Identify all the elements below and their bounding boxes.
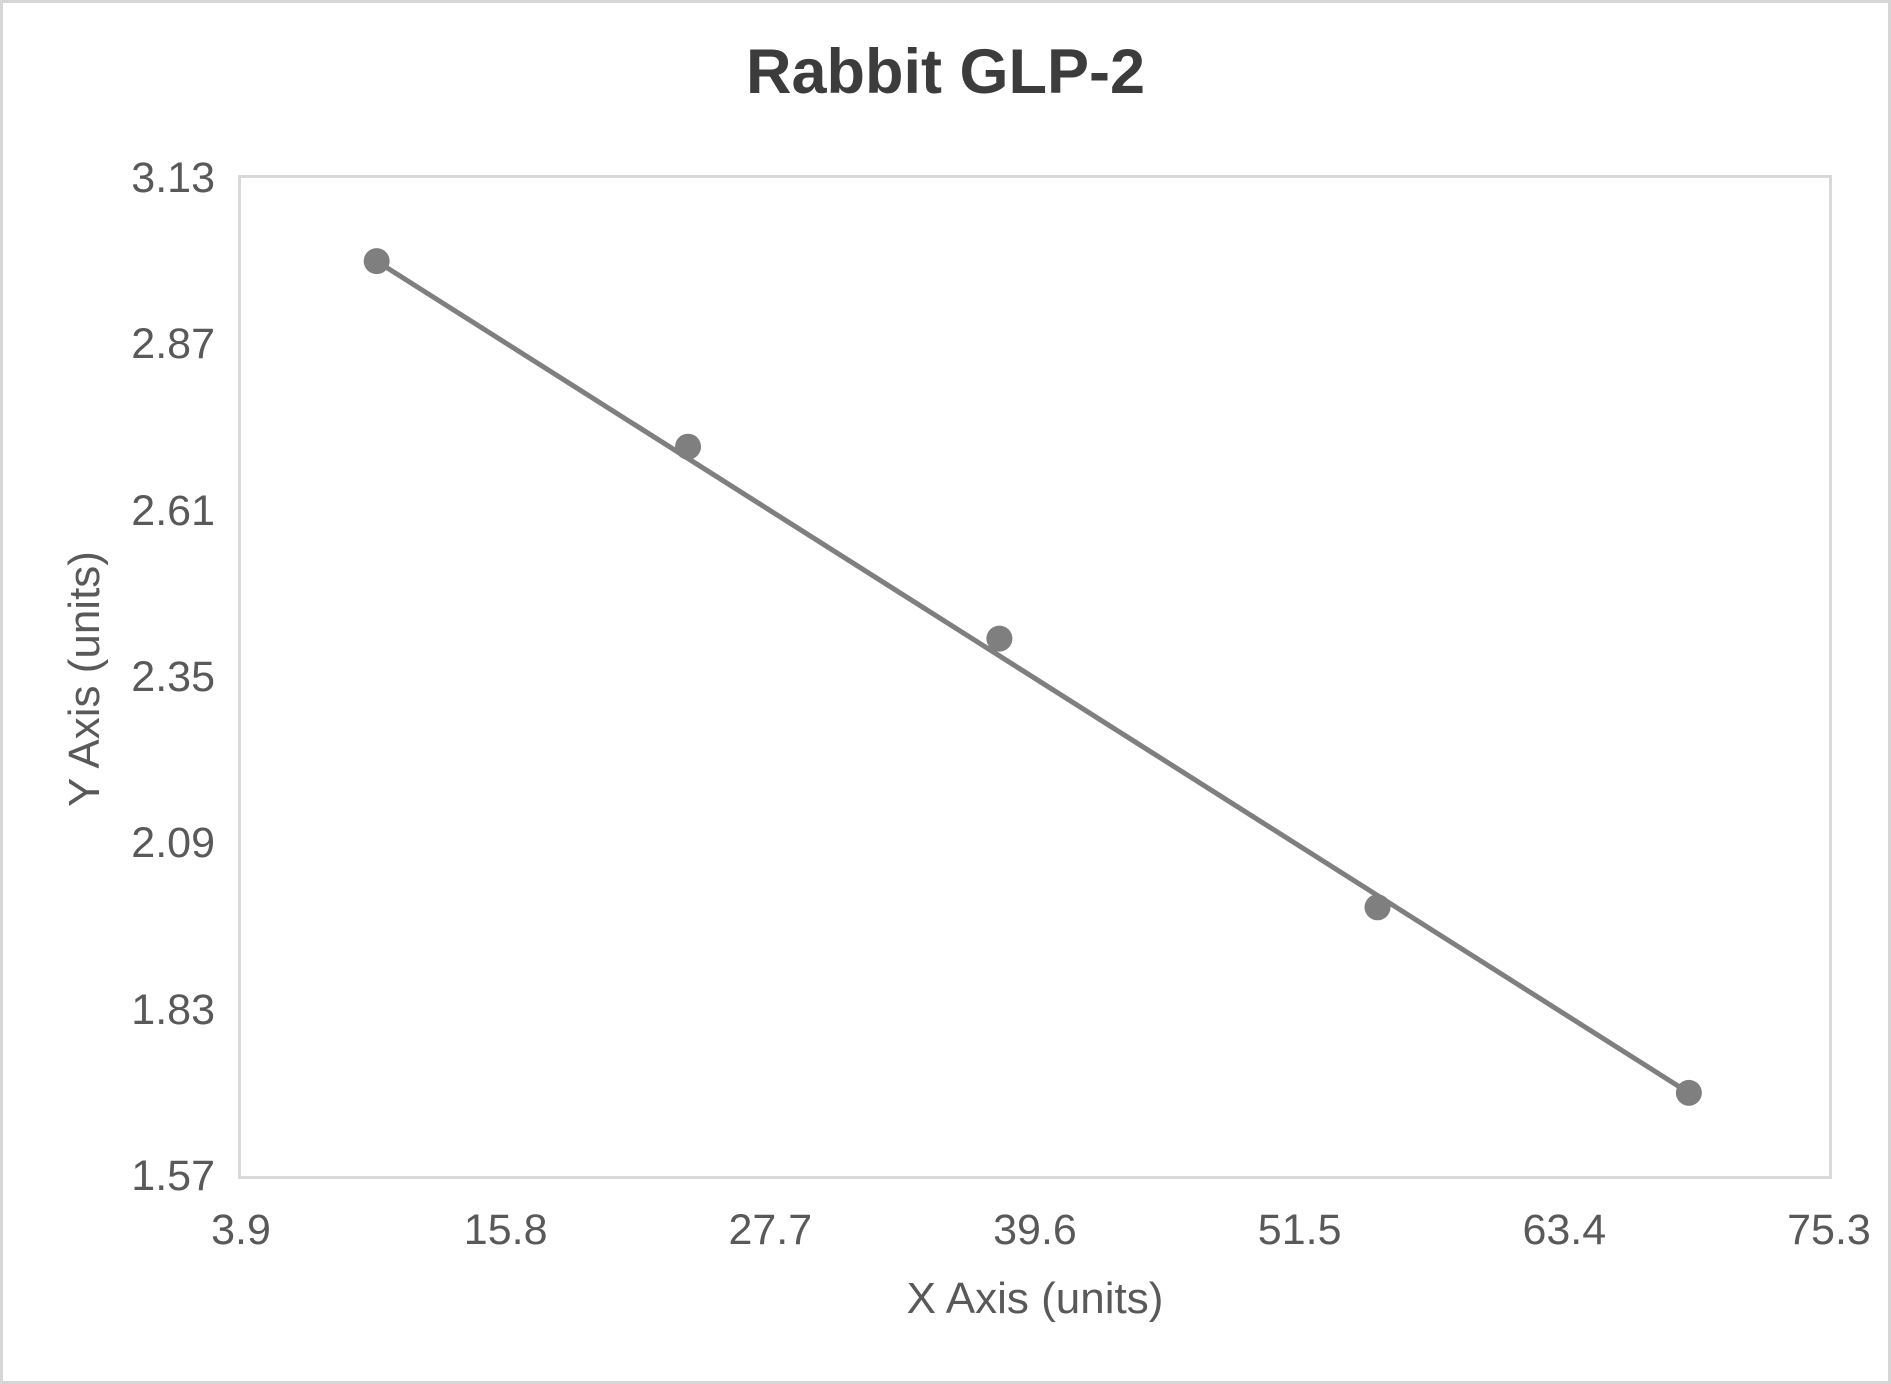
plot-svg (363, 248, 1702, 1106)
x-tick-label: 75.3 (1787, 1206, 1871, 1254)
x-tick-label: 51.5 (1257, 1206, 1342, 1254)
x-tick-label: 39.6 (993, 1206, 1077, 1254)
y-tick-label: 1.57 (131, 1152, 215, 1200)
data-point (363, 248, 390, 275)
y-tick-label: 1.83 (131, 985, 215, 1034)
x-axis-title: X Axis (units) (906, 1274, 1164, 1323)
x-tick-label: 15.8 (463, 1206, 548, 1254)
y-tick-label: 2.87 (131, 320, 215, 369)
data-point (986, 625, 1013, 652)
data-point (1675, 1079, 1702, 1106)
x-tick-label: 27.7 (728, 1206, 813, 1254)
y-tick-label: 3.13 (131, 154, 215, 202)
data-point (675, 433, 702, 460)
data-point (1364, 894, 1391, 921)
chart-title: Rabbit GLP-2 (745, 37, 1145, 107)
y-tick-label: 2.35 (131, 653, 215, 701)
trendline (375, 259, 1691, 1095)
x-tick-label: 3.9 (211, 1206, 271, 1254)
y-tick-label: 2.61 (131, 486, 215, 535)
y-tick-label: 2.09 (131, 819, 215, 868)
plot-area (238, 175, 1832, 1179)
x-tick-label: 63.4 (1522, 1206, 1607, 1254)
